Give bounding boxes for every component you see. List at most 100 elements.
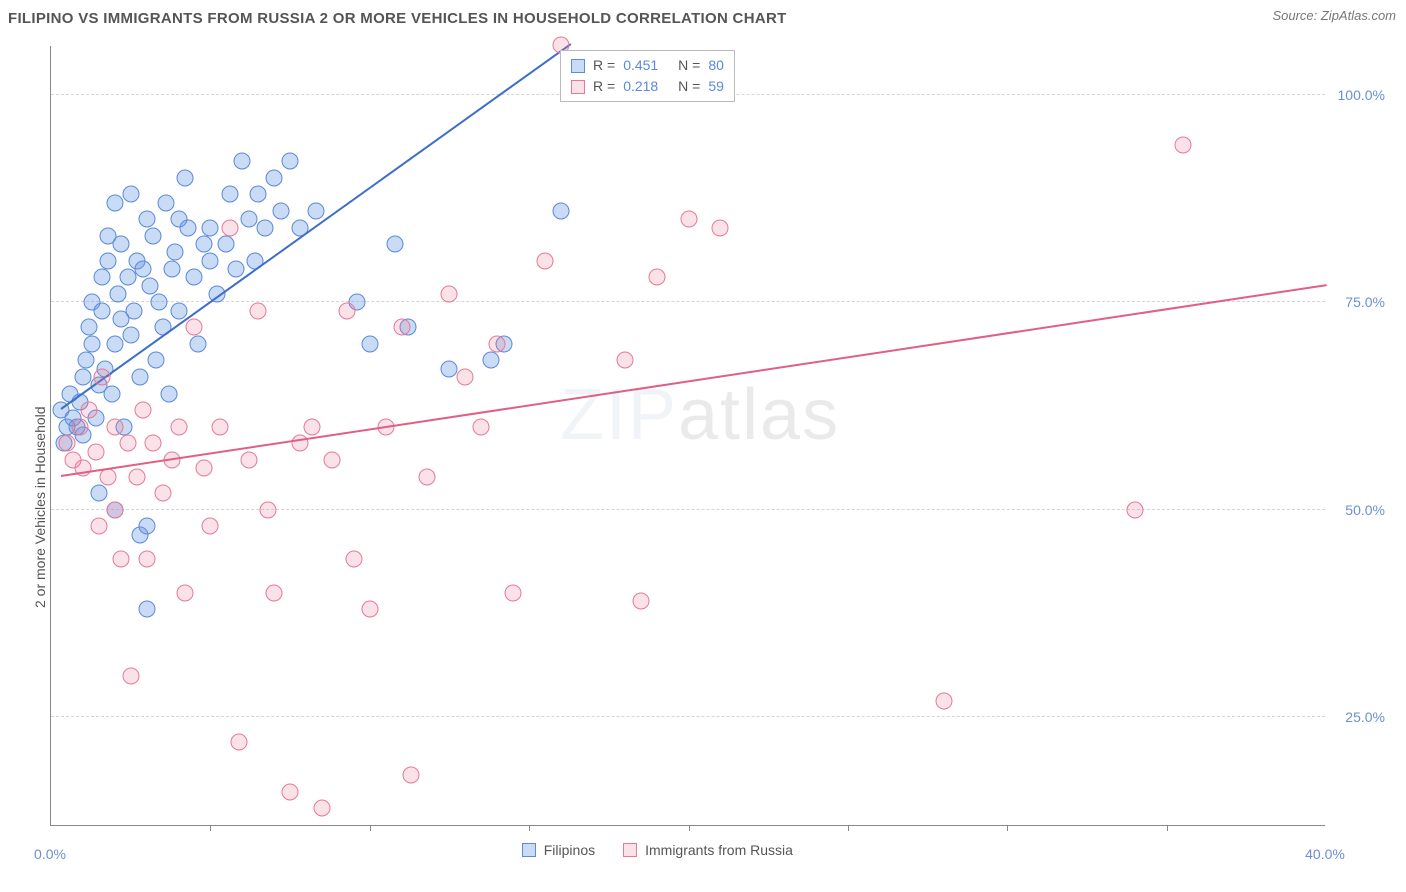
- data-point: [712, 219, 729, 236]
- data-point: [441, 285, 458, 302]
- scatter-plot: 25.0%50.0%75.0%100.0%: [50, 46, 1325, 826]
- data-point: [256, 219, 273, 236]
- data-point: [78, 352, 95, 369]
- data-point: [537, 252, 554, 269]
- data-point: [176, 584, 193, 601]
- data-point: [135, 402, 152, 419]
- data-point: [259, 501, 276, 518]
- data-point: [250, 186, 267, 203]
- data-point: [90, 485, 107, 502]
- data-point: [94, 269, 111, 286]
- n-label: N =: [678, 76, 700, 97]
- data-point: [119, 435, 136, 452]
- stats-row-russia: R = 0.218 N = 59: [571, 76, 724, 97]
- data-point: [141, 277, 158, 294]
- data-point: [553, 202, 570, 219]
- data-point: [202, 219, 219, 236]
- x-tick: [848, 825, 849, 831]
- chart-title: FILIPINO VS IMMIGRANTS FROM RUSSIA 2 OR …: [8, 10, 787, 27]
- data-point: [1126, 501, 1143, 518]
- gridline-h: [51, 716, 1325, 717]
- data-point: [119, 269, 136, 286]
- data-point: [616, 352, 633, 369]
- data-point: [189, 335, 206, 352]
- y-tick-label: 100.0%: [1338, 87, 1385, 103]
- data-point: [250, 302, 267, 319]
- n-value: 59: [708, 76, 724, 97]
- data-point: [221, 219, 238, 236]
- data-point: [138, 211, 155, 228]
- data-point: [81, 402, 98, 419]
- n-value: 80: [708, 55, 724, 76]
- data-point: [240, 211, 257, 228]
- data-point: [361, 335, 378, 352]
- stats-row-filipinos: R = 0.451 N = 80: [571, 55, 724, 76]
- data-point: [505, 584, 522, 601]
- data-point: [170, 418, 187, 435]
- data-point: [387, 236, 404, 253]
- data-point: [113, 551, 130, 568]
- data-point: [145, 435, 162, 452]
- data-point: [164, 261, 181, 278]
- data-point: [1174, 136, 1191, 153]
- data-point: [87, 443, 104, 460]
- stats-swatch-blue: [571, 59, 585, 73]
- data-point: [489, 335, 506, 352]
- data-point: [138, 601, 155, 618]
- data-point: [100, 252, 117, 269]
- source-attribution: Source: ZipAtlas.com: [1272, 8, 1396, 23]
- data-point: [457, 368, 474, 385]
- data-point: [234, 153, 251, 170]
- x-tick: [370, 825, 371, 831]
- data-point: [339, 302, 356, 319]
- data-point: [138, 551, 155, 568]
- stats-swatch-pink: [571, 80, 585, 94]
- y-tick-label: 25.0%: [1345, 709, 1385, 725]
- data-point: [218, 236, 235, 253]
- data-point: [403, 767, 420, 784]
- data-point: [323, 451, 340, 468]
- data-point: [103, 385, 120, 402]
- data-point: [90, 518, 107, 535]
- data-point: [227, 261, 244, 278]
- y-tick-label: 75.0%: [1345, 294, 1385, 310]
- data-point: [74, 368, 91, 385]
- data-point: [266, 169, 283, 186]
- x-tick: [1167, 825, 1168, 831]
- data-point: [202, 518, 219, 535]
- data-point: [132, 368, 149, 385]
- data-point: [482, 352, 499, 369]
- x-tick: [210, 825, 211, 831]
- data-point: [186, 319, 203, 336]
- data-point: [272, 202, 289, 219]
- data-point: [393, 319, 410, 336]
- data-point: [122, 667, 139, 684]
- data-point: [106, 194, 123, 211]
- legend-swatch-pink: [623, 843, 637, 857]
- data-point: [138, 518, 155, 535]
- r-label: R =: [593, 76, 615, 97]
- data-point: [94, 368, 111, 385]
- r-value: 0.451: [623, 55, 658, 76]
- data-point: [196, 460, 213, 477]
- data-point: [113, 236, 130, 253]
- data-point: [282, 783, 299, 800]
- data-point: [71, 418, 88, 435]
- n-label: N =: [678, 55, 700, 76]
- data-point: [122, 327, 139, 344]
- data-point: [58, 435, 75, 452]
- data-point: [151, 294, 168, 311]
- correlation-stats-box: R = 0.451 N = 80 R = 0.218 N = 59: [560, 50, 735, 102]
- data-point: [231, 734, 248, 751]
- x-max-label: 40.0%: [1305, 846, 1345, 862]
- legend-item-russia: Immigrants from Russia: [623, 842, 793, 858]
- data-point: [176, 169, 193, 186]
- data-point: [145, 227, 162, 244]
- data-point: [632, 592, 649, 609]
- data-point: [361, 601, 378, 618]
- data-point: [196, 236, 213, 253]
- data-point: [935, 692, 952, 709]
- data-point: [202, 252, 219, 269]
- legend-label: Immigrants from Russia: [645, 842, 793, 858]
- y-tick-label: 50.0%: [1345, 502, 1385, 518]
